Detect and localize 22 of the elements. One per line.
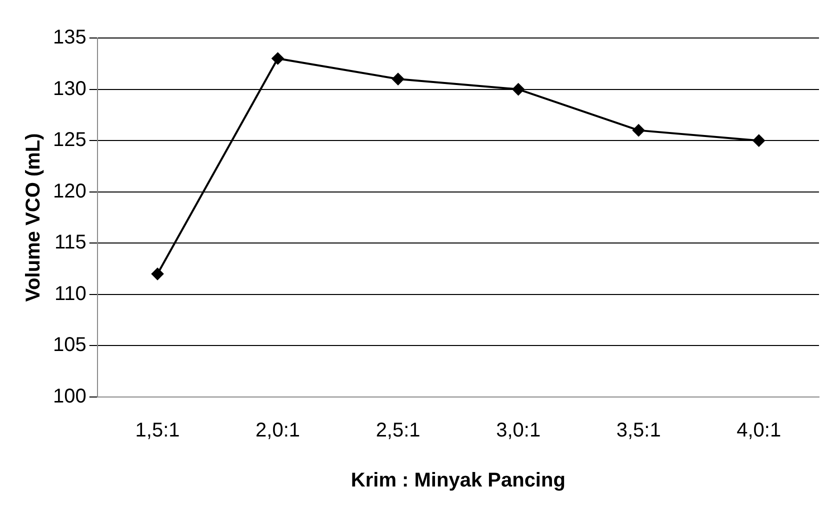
x-tick-label: 3,0:1	[496, 420, 541, 442]
y-tick-label: 110	[54, 282, 86, 305]
y-tick-label: 100	[52, 386, 86, 408]
point	[272, 52, 284, 65]
point	[752, 134, 765, 147]
point	[392, 73, 404, 86]
x-tick-label: 1,5:1	[135, 420, 180, 442]
x-tick-label: 2,5:1	[376, 420, 420, 442]
y-tick-label: 125	[52, 129, 86, 152]
y-tick-label: 130	[52, 78, 86, 100]
y-tick-label: 135	[52, 26, 86, 49]
point	[512, 83, 524, 96]
point	[152, 268, 164, 280]
y-tick-label: 115	[54, 232, 86, 254]
x-tick-label: 2,0:1	[256, 420, 300, 442]
x-tick-label: 4,0:1	[736, 420, 782, 442]
y-tick-label: 120	[52, 180, 86, 202]
point	[632, 124, 645, 136]
y-tick-label: 105	[52, 334, 86, 356]
x-tick-label: 3,5:1	[616, 420, 661, 442]
y-axis-title: Volume VCO (mL)	[22, 133, 45, 302]
x-axis-title: Krim : Minyak Pancing	[350, 470, 566, 492]
